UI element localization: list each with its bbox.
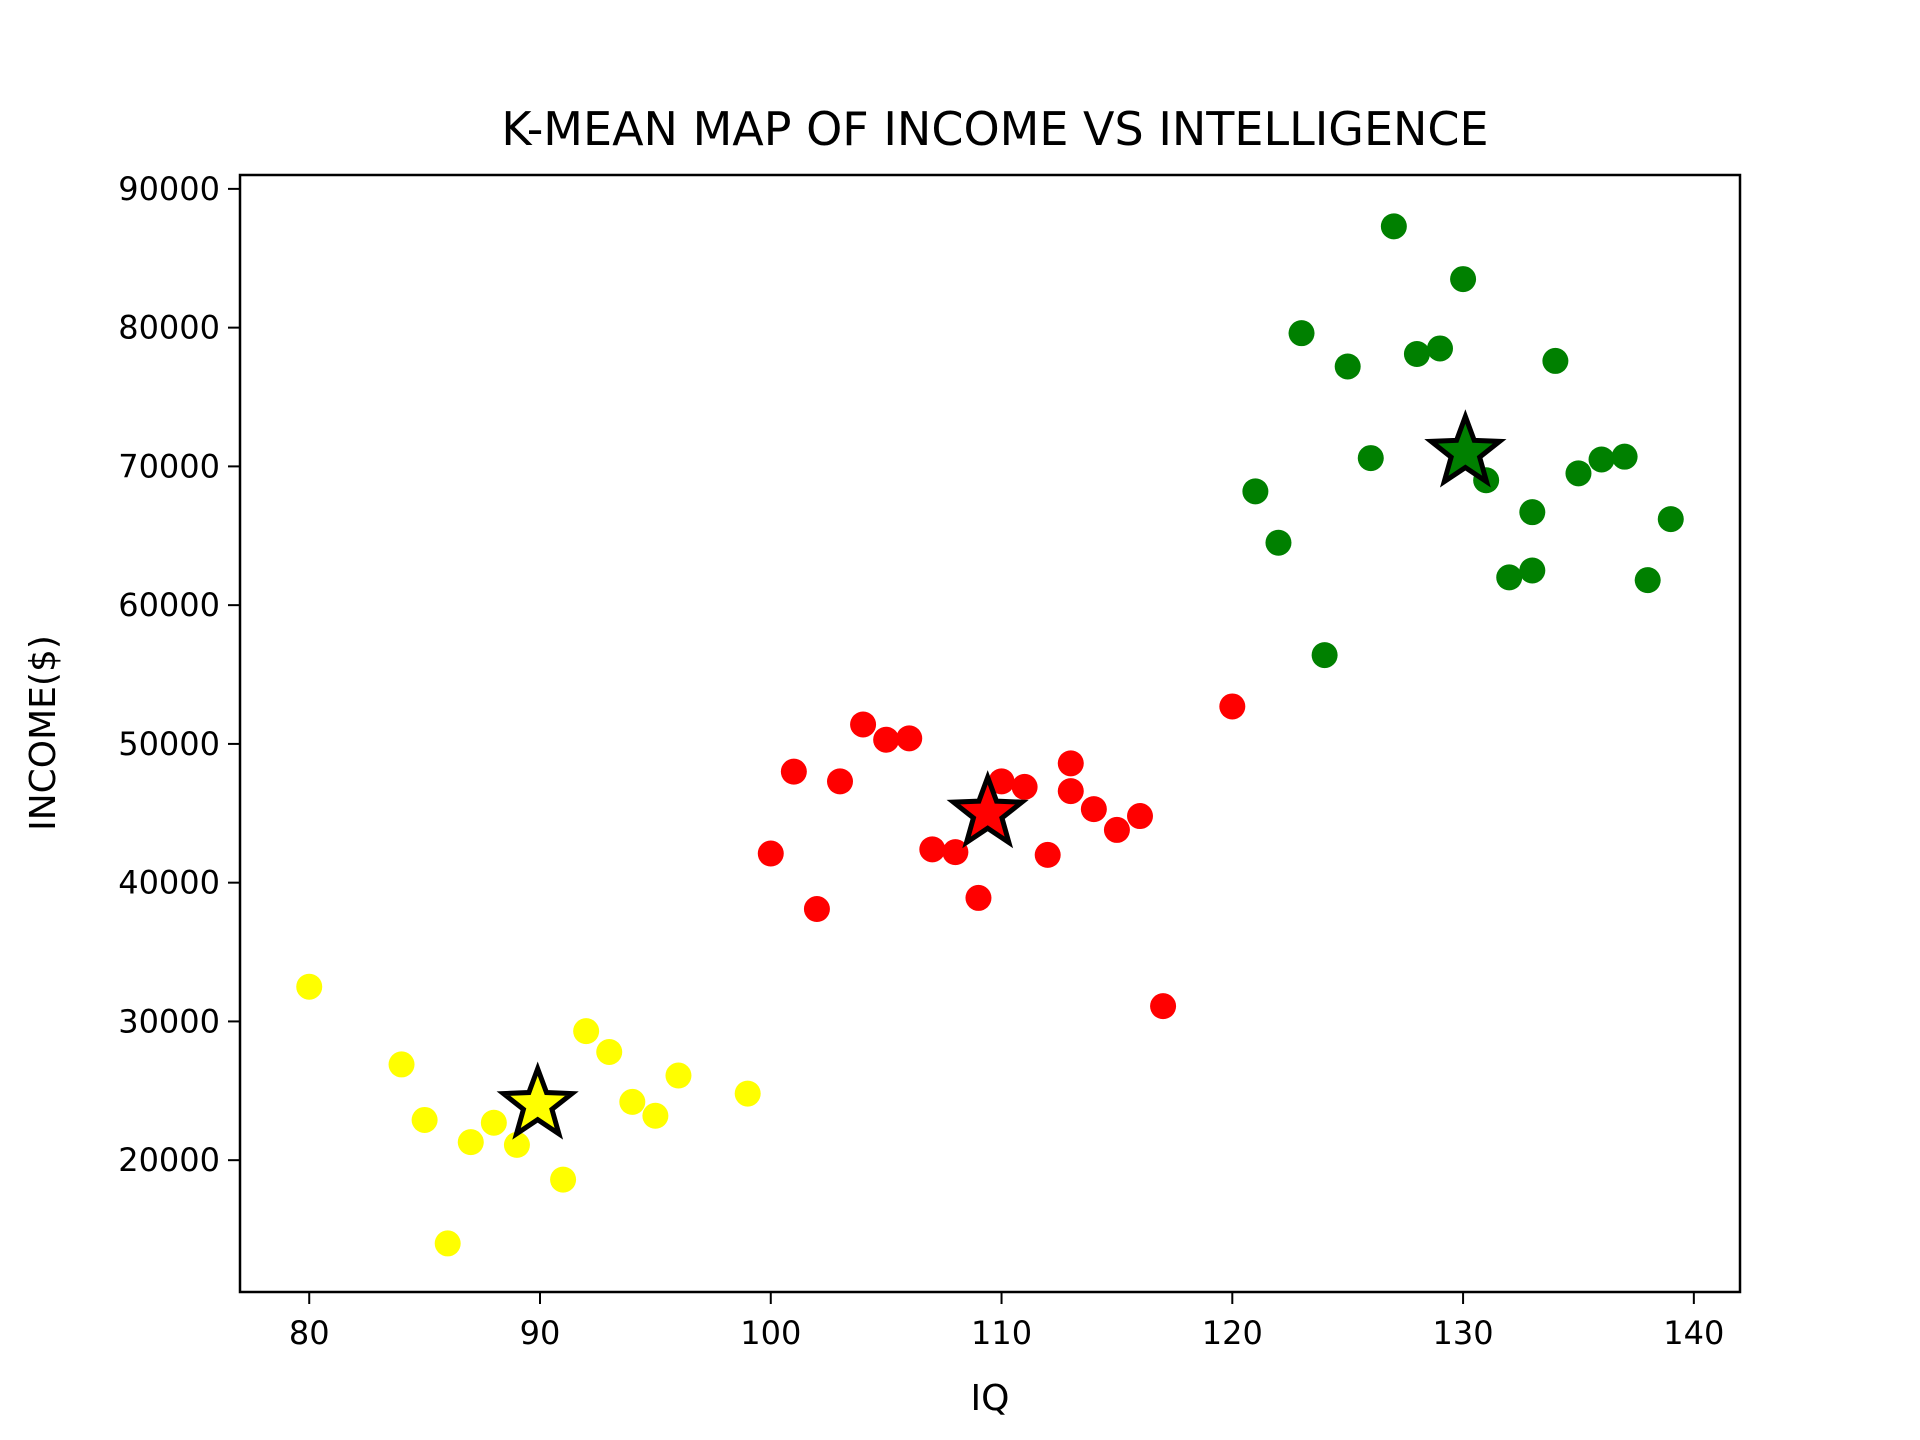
x-tick-label: 140 — [1663, 1314, 1724, 1352]
data-point — [988, 768, 1015, 795]
data-point — [1057, 750, 1084, 777]
data-point — [1611, 443, 1638, 470]
data-point — [919, 836, 946, 863]
data-point — [503, 1131, 530, 1158]
centroid-star — [496, 1061, 579, 1140]
data-point — [434, 1230, 461, 1257]
data-point — [1427, 335, 1453, 362]
data-point — [1588, 446, 1615, 473]
x-tick-label: 100 — [740, 1314, 801, 1352]
data-point — [1334, 353, 1361, 380]
data-point — [896, 725, 923, 752]
data-point — [1265, 529, 1292, 556]
data-point — [1403, 340, 1430, 367]
y-tick-label: 80000 — [118, 309, 220, 347]
data-point — [1519, 499, 1546, 526]
centroid-star — [1424, 409, 1507, 488]
data-point — [665, 1062, 692, 1089]
data-point — [1634, 567, 1661, 594]
centroid-markers — [496, 409, 1507, 1140]
data-point — [457, 1129, 484, 1156]
x-tick-label: 90 — [520, 1314, 561, 1352]
y-tick-label: 90000 — [118, 170, 220, 208]
data-point — [1311, 642, 1338, 669]
x-tick-label: 120 — [1202, 1314, 1263, 1352]
data-point — [850, 711, 877, 738]
data-point — [573, 1018, 600, 1045]
data-point — [965, 884, 992, 911]
x-tick-label: 110 — [971, 1314, 1032, 1352]
x-axis-label: IQ — [971, 1378, 1010, 1419]
data-point — [873, 726, 900, 753]
data-point — [1450, 266, 1477, 293]
data-point — [1288, 320, 1315, 347]
data-point — [1057, 778, 1084, 805]
data-point — [388, 1051, 415, 1078]
data-point — [480, 1109, 507, 1136]
data-point — [1357, 445, 1384, 472]
x-tick-label: 80 — [289, 1314, 330, 1352]
data-point — [757, 840, 784, 867]
data-point — [1542, 347, 1569, 374]
data-point — [1080, 796, 1107, 823]
data-point — [1127, 803, 1153, 830]
data-point — [1242, 478, 1269, 505]
data-point — [1103, 816, 1130, 843]
data-point — [411, 1106, 438, 1133]
data-point — [1519, 557, 1546, 584]
y-tick-label: 50000 — [118, 725, 220, 763]
data-point — [1380, 213, 1407, 240]
data-point — [619, 1088, 646, 1115]
data-point — [803, 896, 830, 923]
centroid-star — [946, 770, 1029, 849]
data-point — [296, 973, 323, 1000]
x-tick-label: 130 — [1433, 1314, 1494, 1352]
data-points — [296, 213, 1684, 1257]
y-tick-label: 70000 — [118, 447, 220, 485]
plot-frame — [238, 173, 1742, 1294]
data-point — [827, 768, 853, 795]
data-point — [942, 839, 969, 866]
data-point — [642, 1102, 669, 1129]
data-point — [1657, 506, 1684, 533]
data-point — [1150, 993, 1177, 1020]
data-point — [1565, 460, 1592, 487]
y-axis-ticks: 20000 30000 40000 50000 60000 70000 80000 90000 — [118, 170, 240, 1179]
data-point — [1219, 693, 1246, 720]
chart-title: K-MEAN MAP OF INCOME VS INTELLIGENCE — [501, 102, 1488, 156]
y-axis-label: INCOME($) — [23, 635, 64, 831]
data-point — [1034, 841, 1061, 868]
y-tick-label: 30000 — [118, 1002, 220, 1040]
data-point — [596, 1038, 623, 1065]
data-point — [1496, 564, 1523, 591]
y-tick-label: 40000 — [118, 864, 220, 902]
x-axis-ticks: 80 90 100 110 120 130 140 — [289, 1292, 1724, 1352]
y-tick-label: 60000 — [118, 586, 220, 624]
data-point — [550, 1166, 577, 1193]
y-tick-label: 20000 — [118, 1141, 220, 1179]
data-point — [734, 1080, 761, 1107]
data-point — [780, 758, 807, 785]
data-point — [1011, 773, 1038, 800]
